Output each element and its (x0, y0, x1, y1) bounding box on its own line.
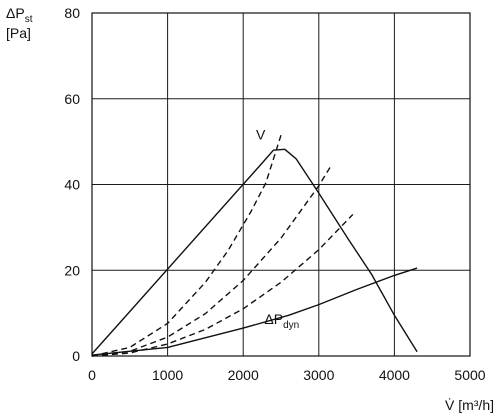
x-tick-label-1: 1000 (152, 367, 183, 383)
y-tick-label-3: 60 (64, 91, 80, 107)
plot-frame (91, 12, 471, 357)
x-tick-label-2: 2000 (228, 367, 259, 383)
x-tick-label-4: 4000 (379, 367, 410, 383)
x-tick-label-3: 3000 (303, 367, 334, 383)
y-tick-label-1: 20 (64, 262, 80, 278)
x-tick-label-0: 0 (88, 367, 96, 383)
x-tick-label-5: 5000 (454, 367, 485, 383)
y-axis-title-sub: st (25, 14, 33, 25)
series-line-2 (91, 166, 331, 357)
series-line-3 (91, 214, 354, 357)
dynamic-pressure-label-main: ΔP (264, 311, 283, 327)
dynamic-pressure-label: ΔPdyn (264, 311, 299, 331)
y-axis-unit: [Pa] (6, 25, 31, 41)
series-lines (91, 134, 418, 357)
x-axis-title: V̇ [m³/h] (445, 397, 494, 413)
y-tick-label-2: 40 (64, 177, 80, 193)
grid-lines (92, 13, 470, 356)
y-axis-title: ΔPst (6, 5, 33, 25)
tick-labels: 0 1000 2000 3000 4000 5000 0 20 40 60 80 (64, 5, 485, 383)
y-tick-label-0: 0 (72, 348, 80, 364)
y-axis-title-main: ΔP (6, 5, 25, 21)
flow-curve-label: V (256, 126, 266, 142)
y-tick-label-4: 80 (64, 5, 80, 21)
series-line-0 (91, 148, 418, 355)
dynamic-pressure-label-sub: dyn (283, 320, 299, 331)
series-line-1 (91, 134, 282, 357)
series-line-4 (91, 267, 418, 356)
